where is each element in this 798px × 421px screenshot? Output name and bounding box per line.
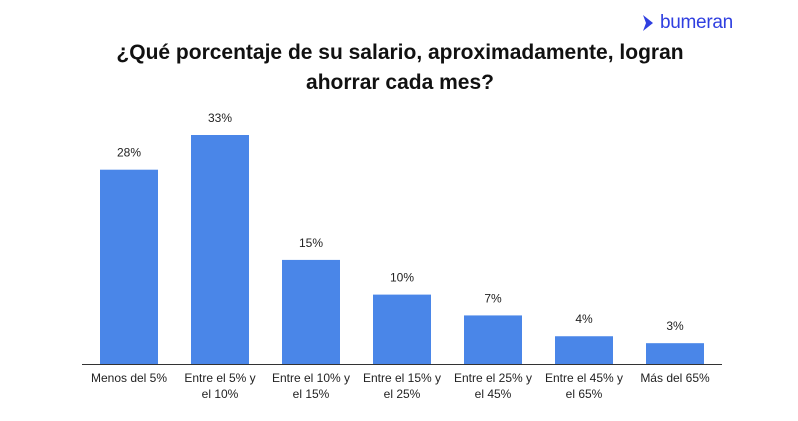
brand-name: bumeran [660,12,733,33]
bumeran-logo: bumeran [642,12,733,34]
chart-title-line-1: ¿Qué porcentaje de su salario, aproximad… [116,41,684,64]
category-label-2-0: Entre el 10% y [272,371,350,385]
category-label-3-1: el 25% [384,387,421,401]
data-label-6: 3% [666,319,684,333]
category-label-0-0: Menos del 5% [91,371,167,385]
bar-0 [100,169,158,364]
bar-3 [373,294,431,364]
bumeran-chevron-icon [643,15,653,31]
category-label-4-0: Entre el 25% y [454,371,532,385]
category-label-1-1: el 10% [202,387,239,401]
data-label-2: 15% [299,236,323,250]
category-label-5-0: Entre el 45% y [545,371,623,385]
category-label-5-1: el 65% [566,387,603,401]
category-label-1-0: Entre el 5% y [184,371,255,385]
data-label-1: 33% [208,111,232,125]
data-label-5: 4% [575,312,593,326]
data-label-0: 28% [117,146,141,160]
bar-5 [555,336,613,364]
bar-2 [282,259,340,364]
bar-4 [464,315,522,364]
category-label-2-1: el 15% [293,387,330,401]
data-label-3: 10% [390,271,414,285]
bar-1 [191,135,249,364]
category-label-6-0: Más del 65% [640,371,710,385]
category-label-4-1: el 45% [475,387,512,401]
chart-title: ¿Qué porcentaje de su salario, aproximad… [40,38,760,98]
bar-6 [646,343,704,364]
data-label-4: 7% [484,291,502,305]
category-label-3-0: Entre el 15% y [363,371,441,385]
chart-title-line-2: ahorrar cada mes? [306,71,494,94]
